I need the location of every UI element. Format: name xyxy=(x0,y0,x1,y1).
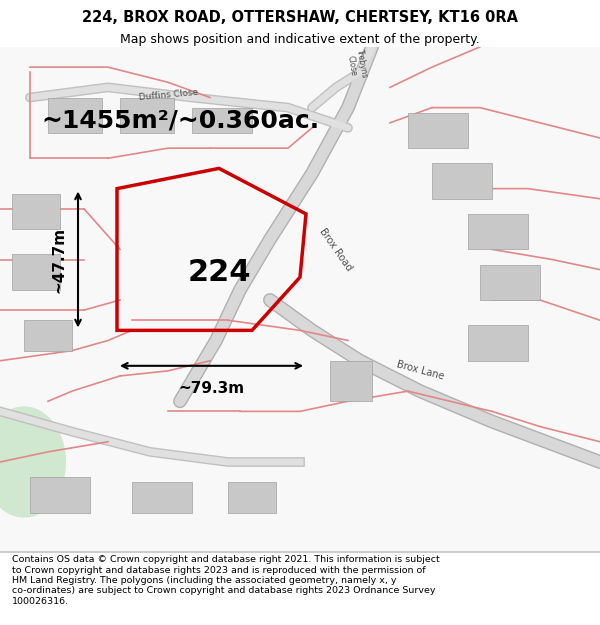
Polygon shape xyxy=(468,325,528,361)
Polygon shape xyxy=(132,482,192,512)
Polygon shape xyxy=(30,478,90,512)
Polygon shape xyxy=(330,361,372,401)
Polygon shape xyxy=(408,112,468,148)
Polygon shape xyxy=(468,214,528,249)
Polygon shape xyxy=(228,482,276,512)
Text: ~47.7m: ~47.7m xyxy=(51,226,66,292)
Text: Brox Road: Brox Road xyxy=(318,226,354,272)
Polygon shape xyxy=(432,163,492,199)
Polygon shape xyxy=(120,98,174,133)
Text: 224, BROX ROAD, OTTERSHAW, CHERTSEY, KT16 0RA: 224, BROX ROAD, OTTERSHAW, CHERTSEY, KT1… xyxy=(82,10,518,25)
Text: Trebyns
Close: Trebyns Close xyxy=(345,48,369,81)
Polygon shape xyxy=(12,194,60,229)
Polygon shape xyxy=(192,107,252,133)
Polygon shape xyxy=(12,254,60,290)
Text: Brox Lane: Brox Lane xyxy=(395,360,445,382)
Text: ~1455m²/~0.360ac.: ~1455m²/~0.360ac. xyxy=(41,108,319,132)
Polygon shape xyxy=(24,320,72,351)
Ellipse shape xyxy=(0,406,66,518)
Polygon shape xyxy=(48,98,102,133)
Text: Map shows position and indicative extent of the property.: Map shows position and indicative extent… xyxy=(120,32,480,46)
Polygon shape xyxy=(480,264,540,300)
Text: Duffins Close: Duffins Close xyxy=(138,88,198,102)
Text: 224: 224 xyxy=(187,258,251,287)
Text: ~79.3m: ~79.3m xyxy=(178,381,245,396)
Text: Contains OS data © Crown copyright and database right 2021. This information is : Contains OS data © Crown copyright and d… xyxy=(12,555,440,606)
